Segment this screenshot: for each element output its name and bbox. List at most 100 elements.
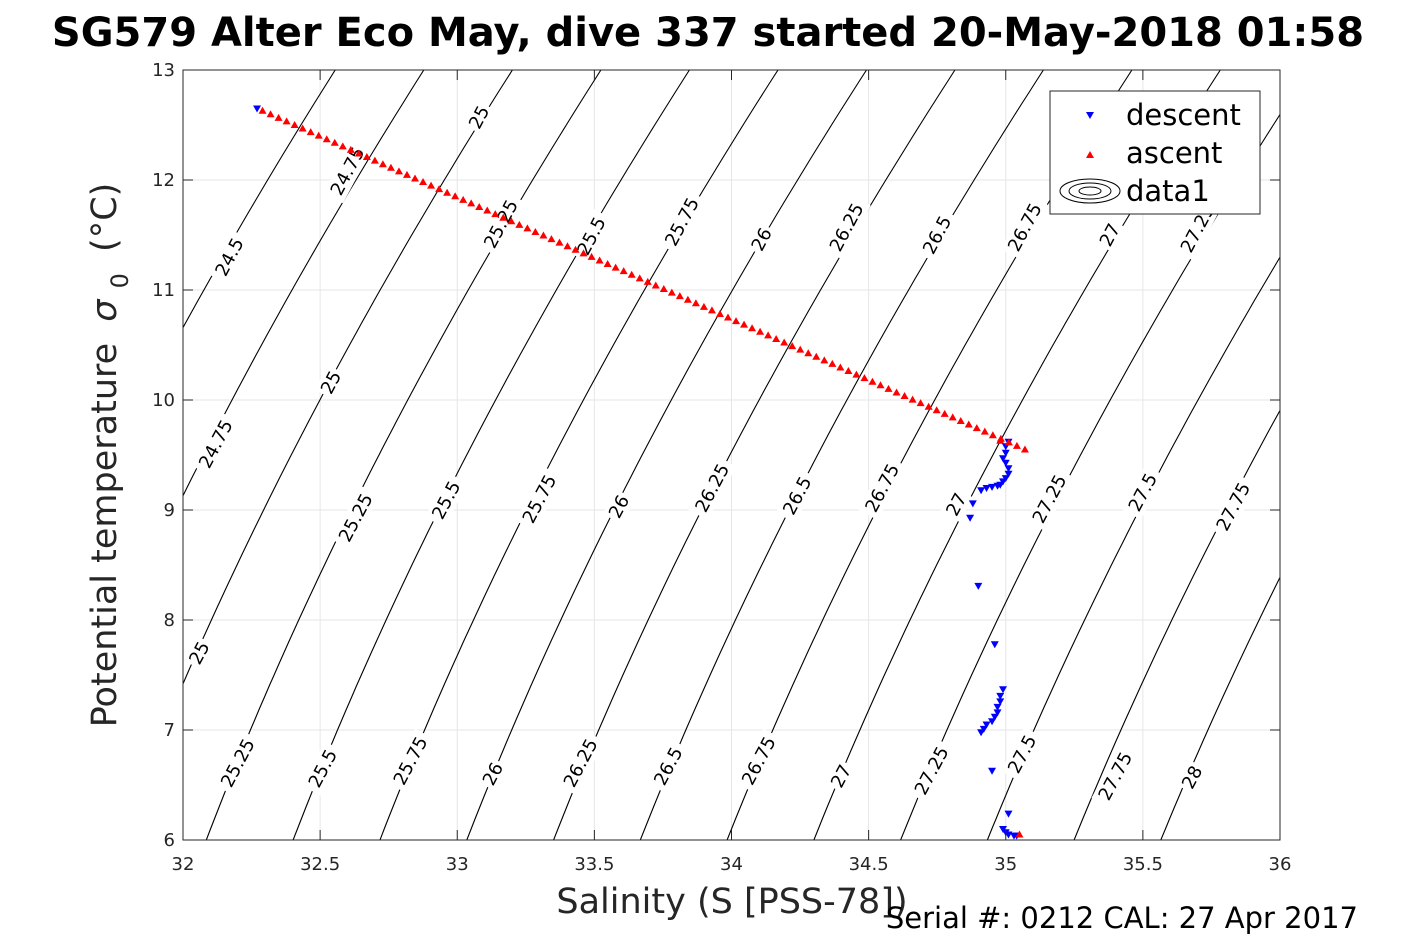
x-tick-labels: 32 32.5 33 33.5 34 34.5 35 35.5 36: [172, 854, 1292, 875]
contour-label-bg: [1121, 465, 1165, 520]
ascent-point: [964, 420, 973, 428]
ascent-point: [683, 295, 692, 303]
ascent-point: [844, 367, 853, 375]
x-tick-label: 32: [172, 854, 195, 875]
ascent-point: [563, 242, 572, 250]
descent-point: [1001, 449, 1010, 457]
contour-label-bg: [775, 468, 819, 523]
contour-label-bg: [602, 489, 636, 525]
x-tick-label: 36: [1269, 854, 1292, 875]
contour-label-bg: [688, 455, 737, 521]
descent-point: [996, 698, 1005, 706]
x-tick-label: 34.5: [849, 854, 889, 875]
ascent-point: [346, 145, 355, 153]
contour-label-bg: [1209, 474, 1258, 539]
descent-point: [977, 487, 986, 495]
ascent-point: [370, 156, 379, 164]
ascent-point: [699, 302, 708, 310]
ascent-point: [443, 188, 452, 196]
legend-descent-label: descent: [1126, 98, 1241, 132]
ascent-point: [908, 395, 917, 403]
contour-label-bg: [314, 364, 348, 400]
y-tick-label: 7: [164, 720, 175, 741]
ascent-point: [451, 192, 460, 200]
ascent-point: [435, 185, 444, 193]
contour-label-bg: [658, 189, 707, 254]
descent-point: [253, 105, 262, 113]
x-tick-label: 34: [720, 854, 743, 875]
ascent-point: [394, 167, 403, 175]
sigma-contour-line: [183, 70, 513, 686]
ascent-point: [715, 309, 724, 317]
contour-label-bg: [191, 411, 240, 477]
sigma-contour-line: [553, 70, 956, 840]
contour-label-bg: [1093, 217, 1127, 253]
ascent-point: [579, 249, 588, 257]
ascent-point: [290, 120, 299, 128]
y-tick-labels: 6 7 8 9 10 11 12 13: [152, 60, 175, 851]
ascent-point: [940, 409, 949, 417]
contour-label-bg: [734, 728, 783, 793]
contour-label-bg: [477, 191, 526, 257]
y-tick-label: 9: [164, 500, 175, 521]
descent-point: [968, 500, 977, 508]
ascent-point: [274, 113, 283, 121]
ascent-point: [651, 281, 660, 289]
descent-point: [1004, 470, 1013, 478]
ascent-point: [378, 160, 387, 168]
contour-label-bg: [183, 635, 216, 671]
contour-label-bg: [424, 472, 468, 528]
ascent-point: [467, 199, 476, 207]
contour-label-bg: [940, 486, 973, 523]
ascent-point: [772, 334, 781, 342]
legend-ascent-marker: [1086, 151, 1094, 158]
sigma-contour-line: [639, 70, 1044, 840]
contour-label: 25: [462, 99, 496, 135]
sigma-contour-line: [1073, 409, 1280, 840]
sigma-contour-line: [292, 70, 690, 840]
ascent-point: [555, 238, 564, 246]
ascent-point: [354, 149, 363, 157]
ascent-point: [266, 110, 275, 118]
ascent-point: [732, 317, 741, 325]
ascent-point: [298, 124, 307, 132]
contour-label-bg: [556, 730, 605, 796]
svg-text:Potential temperature σ: Potential temperature σ 0 (°C): [85, 183, 137, 728]
descent-point: [1004, 810, 1013, 818]
y-tick-label: 13: [152, 60, 175, 81]
ascent-point: [1015, 830, 1024, 838]
contour-label-bg: [213, 730, 262, 796]
ascent-point: [627, 270, 636, 278]
descent-point: [990, 641, 999, 649]
ascent-point: [740, 320, 749, 328]
contour-label-bg: [822, 195, 871, 260]
sigma-contour-line: [205, 70, 602, 840]
ascent-point: [330, 138, 339, 146]
ascent-point: [547, 235, 556, 243]
descent-point: [999, 455, 1008, 463]
ascent-point: [643, 277, 652, 285]
legend-descent-marker: [1086, 112, 1094, 119]
ascent-point: [884, 384, 893, 392]
ascent-point: [258, 106, 267, 114]
y-axis-label-main: Potential temperature: [85, 343, 125, 727]
descent-point: [996, 692, 1005, 700]
descent-point: [993, 703, 1002, 711]
legend-data1-label: data1: [1126, 174, 1210, 208]
ascent-point: [402, 170, 411, 178]
ascent-point: [1012, 441, 1021, 449]
descent-point: [977, 729, 986, 737]
chart-title: SG579 Alter Eco May, dive 337 started 20…: [52, 10, 1364, 56]
descent-point: [974, 582, 983, 590]
descent-point: [966, 514, 975, 522]
ascent-point: [1004, 438, 1013, 446]
contour-label-bg: [331, 485, 380, 550]
descent-point: [993, 709, 1002, 717]
ascent-point: [996, 436, 1005, 444]
ascent-point: [764, 331, 773, 339]
ascent-point: [780, 338, 789, 346]
ascent-point: [675, 292, 684, 300]
ascent-point: [691, 299, 700, 307]
descent-point: [999, 686, 1008, 694]
ascent-point: [852, 370, 861, 378]
